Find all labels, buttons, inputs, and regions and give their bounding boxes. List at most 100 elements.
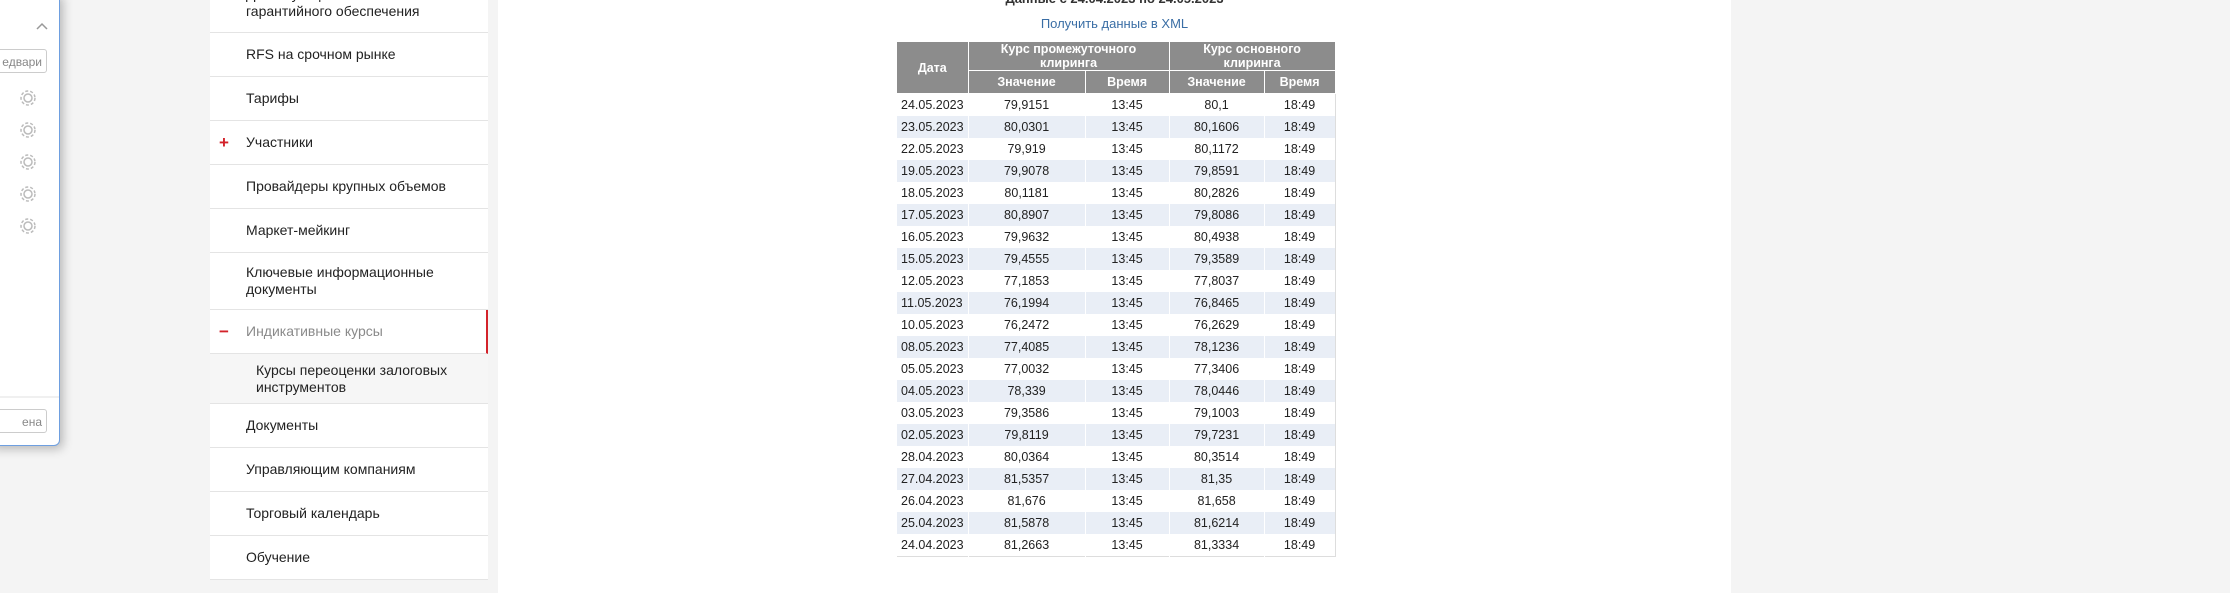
table-cell: 79,1003 <box>1168 402 1265 424</box>
menu-label: RFS на срочном рынке <box>246 46 396 62</box>
menu-item[interactable]: Управляющим компаниям <box>210 448 488 492</box>
menu-label: Провайдеры крупных объемов <box>246 178 446 194</box>
table-row: 03.05.2023 79,3586 13:45 79,1003 18:49 <box>896 402 1336 424</box>
menu-label: Торговый календарь <box>246 505 380 521</box>
table-row: 12.05.2023 77,1853 13:45 77,8037 18:49 <box>896 270 1336 292</box>
menu-item[interactable]: − Индикативные курсы <box>210 310 488 354</box>
table-row: 28.04.2023 80,0364 13:45 80,3514 18:49 <box>896 446 1336 468</box>
table-row: 04.05.2023 78,339 13:45 78,0446 18:49 <box>896 380 1336 402</box>
table-cell: 18:49 <box>1263 116 1336 138</box>
popup-input[interactable]: едвари <box>0 49 47 73</box>
table-cell: 80,1172 <box>1168 138 1265 160</box>
gear-icon[interactable] <box>23 221 33 231</box>
table-cell: 22.05.2023 <box>896 138 969 160</box>
table-row: 26.04.2023 81,676 13:45 81,658 18:49 <box>896 490 1336 512</box>
table-cell: 79,8119 <box>967 424 1086 446</box>
table-cell: 18:49 <box>1263 138 1336 160</box>
table-row: 22.05.2023 79,919 13:45 80,1172 18:49 <box>896 138 1336 160</box>
table-cell: 79,9632 <box>967 226 1086 248</box>
table-cell: 23.05.2023 <box>896 116 969 138</box>
popup-input[interactable]: ена <box>0 409 47 433</box>
menu-item[interactable]: Провайдеры крупных объемов <box>210 165 488 209</box>
table-row: 02.05.2023 79,8119 13:45 79,7231 18:49 <box>896 424 1336 446</box>
table-cell: 16.05.2023 <box>896 226 969 248</box>
menu-item[interactable]: RFS на срочном рынке <box>210 33 488 77</box>
table-row: 11.05.2023 76,1994 13:45 76,8465 18:49 <box>896 292 1336 314</box>
table-cell: 79,8591 <box>1168 160 1265 182</box>
table-cell: 81,5357 <box>967 468 1086 490</box>
header-cell: Время <box>1084 70 1170 94</box>
table-cell: 78,1236 <box>1168 336 1265 358</box>
menu-item[interactable]: + Участники <box>210 121 488 165</box>
table-cell: 18:49 <box>1263 226 1336 248</box>
table-cell: 18:49 <box>1263 248 1336 270</box>
table-cell: 02.05.2023 <box>896 424 969 446</box>
table-cell: 13:45 <box>1084 380 1170 402</box>
table-cell: 13:45 <box>1084 116 1170 138</box>
table-cell: 26.04.2023 <box>896 490 969 512</box>
table-cell: 05.05.2023 <box>896 358 969 380</box>
table-cell: 80,3514 <box>1168 446 1265 468</box>
gear-icon[interactable] <box>23 125 33 135</box>
header-cell: Время <box>1263 70 1336 94</box>
gear-icon-ring <box>20 186 36 202</box>
menu-item[interactable]: Обучение <box>210 536 488 580</box>
table-cell: 18:49 <box>1263 468 1336 490</box>
table-cell: 24.04.2023 <box>896 534 969 557</box>
gear-icon[interactable] <box>23 93 33 103</box>
chevron[interactable] <box>36 22 48 30</box>
table-row: 16.05.2023 79,9632 13:45 80,4938 18:49 <box>896 226 1336 248</box>
gear-icon[interactable] <box>23 157 33 167</box>
xml-link[interactable]: Получить данные в XML <box>1040 16 1189 31</box>
table-cell: 13:45 <box>1084 424 1170 446</box>
table-cell: 18:49 <box>1263 204 1336 226</box>
menu-item[interactable]: Тарифы <box>210 77 488 121</box>
table-cell: 79,3589 <box>1168 248 1265 270</box>
header-row: Значение Время Значение Время <box>897 70 1336 94</box>
table-cell: 80,8907 <box>967 204 1086 226</box>
table-cell: 79,8086 <box>1168 204 1265 226</box>
gear-icon[interactable] <box>23 189 33 199</box>
menu-item[interactable]: Документы <box>210 404 488 448</box>
table-cell: 13:45 <box>1084 314 1170 336</box>
menu-label: Обучение <box>246 549 311 565</box>
table-cell: 13:45 <box>1084 336 1170 358</box>
table-cell: 79,3586 <box>967 402 1086 424</box>
submenu-item[interactable]: Курсы переоценки залоговых инструментов <box>210 354 488 404</box>
table-cell: 79,7231 <box>1168 424 1265 446</box>
table-cell: 77,3406 <box>1168 358 1265 380</box>
table-cell: 13:45 <box>1084 226 1170 248</box>
table-row: 24.05.2023 79,9151 13:45 80,1 18:49 <box>896 93 1336 116</box>
table-row: 17.05.2023 80,8907 13:45 79,8086 18:49 <box>896 204 1336 226</box>
table-cell: 18:49 <box>1263 358 1336 380</box>
table-cell: 12.05.2023 <box>896 270 969 292</box>
table-cell: 18:49 <box>1263 270 1336 292</box>
table-cell: 18:49 <box>1263 182 1336 204</box>
table-cell: 24.05.2023 <box>896 93 969 116</box>
table-cell: 11.05.2023 <box>896 292 969 314</box>
table-row: 23.05.2023 80,0301 13:45 80,1606 18:49 <box>896 116 1336 138</box>
table-cell: 13:45 <box>1084 204 1170 226</box>
menu-item[interactable]: Ключевые информационные документы <box>210 253 488 310</box>
table-cell: 13:45 <box>1084 534 1170 557</box>
gear-icon-ring <box>20 218 36 234</box>
table-cell: 13:45 <box>1084 138 1170 160</box>
gear-icon-ring <box>20 122 36 138</box>
menu-item[interactable]: Действующие значения гарантийного обеспе… <box>210 0 488 33</box>
table-cell: 13:45 <box>1084 160 1170 182</box>
table-cell: 81,2663 <box>967 534 1086 557</box>
menu-item[interactable]: Маркет-мейкинг <box>210 209 488 253</box>
table-cell: 76,2472 <box>967 314 1086 336</box>
table-cell: 18:49 <box>1263 160 1336 182</box>
table-cell: 04.05.2023 <box>896 380 969 402</box>
table-cell: 80,1606 <box>1168 116 1265 138</box>
menu-label: Документы <box>246 417 319 433</box>
table-cell: 17.05.2023 <box>896 204 969 226</box>
table-cell: 77,8037 <box>1168 270 1265 292</box>
table-row: 18.05.2023 80,1181 13:45 80,2826 18:49 <box>896 182 1336 204</box>
menu-label: Маркет-мейкинг <box>246 222 351 238</box>
menu-item[interactable]: Торговый календарь <box>210 492 488 536</box>
table-row: 25.04.2023 81,5878 13:45 81,6214 18:49 <box>896 512 1336 534</box>
table-cell: 76,8465 <box>1168 292 1265 314</box>
table-cell: 28.04.2023 <box>896 446 969 468</box>
